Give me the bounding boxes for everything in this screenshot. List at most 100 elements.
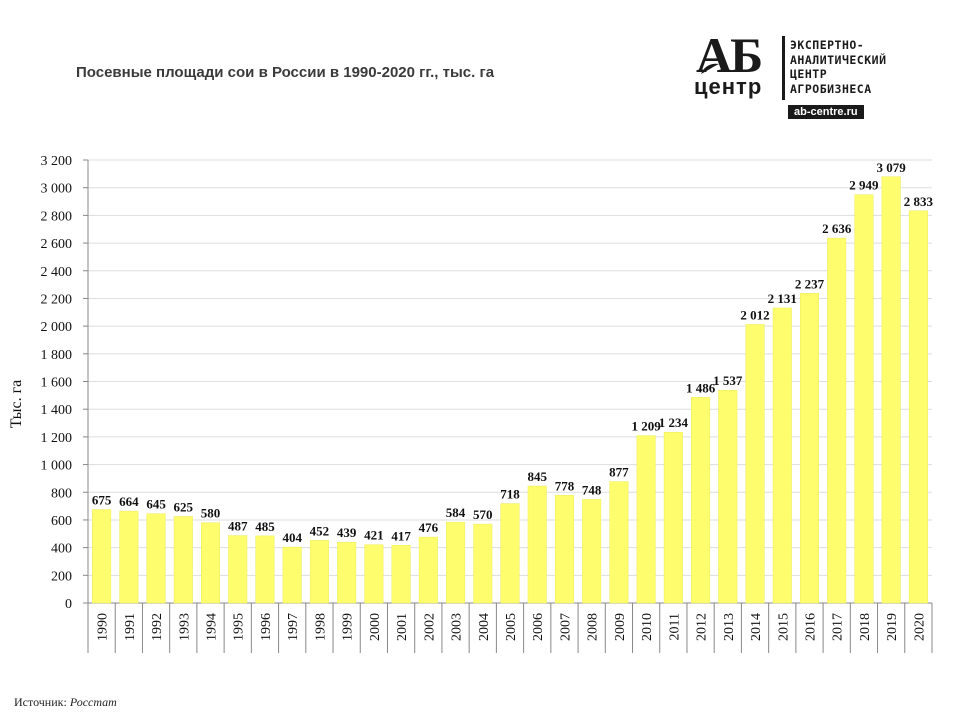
y-tick-label: 2 600 [41, 237, 73, 252]
ab-centre-logo: АБ центр ЭКСПЕРТНО- АНАЛИТИЧЕСКИЙ ЦЕНТР … [688, 27, 932, 122]
bar [201, 522, 221, 604]
x-tick-label: 2003 [450, 613, 465, 641]
data-label: 664 [119, 494, 139, 509]
x-tick-label: 2013 [722, 613, 737, 641]
data-label: 748 [582, 482, 602, 497]
data-label: 439 [337, 525, 357, 540]
x-tick-label: 1996 [259, 613, 274, 641]
bar [309, 540, 329, 604]
data-label: 580 [201, 506, 221, 521]
x-tick-label: 2020 [912, 613, 927, 641]
x-tick-label: 2012 [695, 613, 710, 641]
bar [337, 541, 357, 604]
logo-text: ЭКСПЕРТНО- АНАЛИТИЧЕСКИЙ ЦЕНТР АГРОБИЗНЕ… [790, 38, 887, 96]
x-tick-label: 2015 [776, 613, 791, 641]
x-tick-label: 1990 [96, 613, 111, 641]
leaf-icon [701, 63, 719, 74]
x-tick-label: 1993 [177, 613, 192, 641]
bar [799, 293, 819, 604]
y-tick-label: 0 [65, 597, 72, 612]
y-tick-label: 2 000 [41, 320, 73, 335]
source-label: Источник: [14, 695, 67, 709]
y-tick-label: 1 800 [41, 348, 73, 363]
logo-url: ab-centre.ru [788, 105, 864, 119]
data-label: 877 [609, 465, 629, 480]
bars [92, 176, 928, 604]
data-label: 2 833 [904, 194, 934, 209]
logo-line: ЦЕНТР [790, 67, 828, 81]
data-label: 485 [255, 519, 275, 534]
data-label: 487 [228, 519, 248, 534]
bar [691, 397, 711, 604]
data-label: 570 [473, 507, 493, 522]
y-tick-label: 2 800 [41, 209, 73, 224]
x-tick-label: 2016 [803, 613, 818, 641]
y-tick-label: 3 000 [41, 182, 73, 197]
bar [636, 435, 656, 604]
logo-line: АГРОБИЗНЕСА [790, 81, 872, 96]
y-tick-label: 600 [51, 514, 72, 529]
logo-divider [782, 36, 785, 100]
x-tick-label: 1992 [150, 613, 165, 641]
bar [854, 194, 874, 604]
x-tick-label: 2014 [749, 613, 764, 641]
data-label: 3 079 [877, 160, 907, 175]
x-tick-labels: 1990 1991 1992 1993 1994 1995 1996 1997 1998 1999… [87, 603, 933, 653]
y-tick-label: 1 400 [41, 403, 73, 418]
x-tick-label: 1999 [341, 613, 356, 641]
y-tick-label: 2 400 [41, 265, 73, 280]
bar [364, 544, 384, 604]
x-tick-label: 2017 [831, 613, 846, 641]
bar [582, 499, 602, 604]
y-tick-label: 3 200 [41, 154, 73, 169]
bar [745, 324, 765, 604]
source-name: Росстат [69, 695, 117, 709]
y-tick-label: 800 [51, 486, 72, 501]
data-label: 2 949 [849, 178, 879, 193]
bar [228, 535, 248, 604]
bar [255, 535, 275, 604]
y-tick-labels: 0 200 400 600 800 1 000 1 200 1 400 1 600 1 800 2 … [41, 154, 88, 612]
y-tick-label: 1 200 [41, 431, 73, 446]
bar [473, 523, 493, 604]
x-tick-label: 2005 [504, 613, 519, 641]
data-labels: 675 664 645 625 580 487 485 404 452 439 421 417 476 5… [92, 160, 934, 545]
data-label: 845 [527, 469, 547, 484]
x-tick-label: 2008 [586, 613, 601, 641]
y-tick-label: 1 000 [41, 459, 73, 474]
bar [500, 503, 520, 604]
y-tick-label: 400 [51, 542, 72, 557]
x-tick-label: 2019 [885, 613, 900, 641]
bar [908, 210, 928, 604]
logo-line: ЭКСПЕРТНО- [790, 38, 865, 52]
x-tick-label: 2007 [558, 613, 573, 641]
bar [554, 495, 574, 604]
data-label: 718 [500, 487, 520, 502]
bar [92, 509, 112, 604]
x-tick-label: 2009 [613, 613, 628, 641]
x-tick-label: 1998 [313, 613, 328, 641]
x-tick-label: 2006 [531, 613, 546, 641]
data-label: 1 209 [632, 419, 662, 434]
bar [173, 516, 193, 604]
y-tick-label: 200 [51, 569, 72, 584]
bar [827, 237, 847, 604]
data-label: 2 012 [740, 307, 769, 322]
y-tick-label: 2 200 [41, 292, 73, 307]
bar [391, 545, 411, 604]
x-tick-label: 2010 [640, 613, 655, 641]
x-tick-label: 2011 [667, 613, 682, 640]
data-label: 584 [446, 505, 466, 520]
bar [146, 513, 166, 604]
x-tick-label: 1994 [205, 613, 220, 641]
data-label: 2 131 [768, 291, 797, 306]
logo-line: АНАЛИТИЧЕСКИЙ [790, 52, 887, 67]
x-tick-label: 2004 [477, 613, 492, 641]
logo-mark-top: АБ [696, 27, 763, 83]
data-label: 1 537 [713, 373, 743, 388]
bar [418, 536, 438, 604]
bar [527, 485, 547, 604]
data-label: 1 486 [686, 380, 716, 395]
data-label: 2 636 [822, 221, 852, 236]
